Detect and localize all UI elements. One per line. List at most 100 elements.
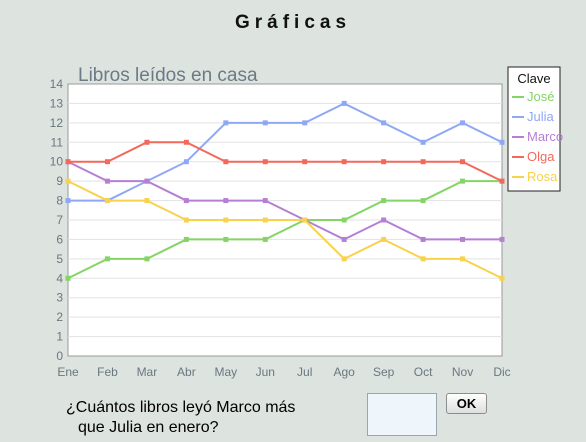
data-point (381, 159, 387, 165)
data-point (144, 178, 150, 184)
x-tick-label: Dic (493, 365, 510, 379)
legend-label: José (527, 89, 554, 104)
data-point (65, 159, 71, 165)
x-tick-label: Sep (373, 365, 395, 379)
y-tick-label: 14 (50, 77, 64, 91)
x-tick-label: Oct (414, 365, 433, 379)
data-point (381, 120, 387, 126)
y-tick-label: 9 (56, 174, 63, 188)
data-point (262, 159, 268, 165)
data-point (341, 256, 347, 262)
series-line (67, 160, 502, 241)
y-tick-label: 6 (56, 232, 63, 246)
chart-title: Libros leídos en casa (78, 65, 258, 86)
legend-label: Julia (527, 109, 555, 124)
data-point (381, 236, 387, 242)
y-tick-label: 11 (51, 135, 64, 149)
data-point (183, 217, 189, 223)
data-point (420, 198, 426, 204)
x-tick-label: Feb (97, 365, 118, 379)
y-tick-label: 4 (56, 271, 63, 285)
data-point (460, 178, 466, 184)
data-point (223, 198, 229, 204)
data-point (420, 256, 426, 262)
x-tick-label: Ago (334, 365, 356, 379)
legend-box (507, 66, 561, 192)
data-point (499, 275, 505, 281)
data-point (381, 198, 387, 204)
legend-title: Clave (517, 71, 550, 86)
data-point (104, 178, 110, 184)
data-point (223, 120, 229, 126)
data-point (262, 198, 268, 204)
data-point (183, 198, 189, 204)
data-point (104, 256, 110, 262)
legend-label: Marco (527, 129, 563, 144)
y-tick-label: 12 (50, 116, 64, 130)
ok-button[interactable]: OK (446, 393, 487, 414)
y-tick-label: 10 (50, 155, 64, 169)
data-point (460, 256, 466, 262)
x-tick-label: May (214, 365, 237, 379)
series-line (68, 102, 503, 202)
y-tick-label: 7 (56, 213, 63, 227)
x-tick-label: Mar (137, 365, 158, 379)
data-point (65, 275, 71, 281)
data-point (341, 100, 347, 106)
data-point (302, 120, 308, 126)
legend-label: Rosa (527, 169, 558, 184)
data-point (460, 236, 466, 242)
data-point (183, 159, 189, 165)
data-point (183, 236, 189, 242)
x-tick-label: Abr (177, 365, 196, 379)
y-tick-label: 1 (56, 330, 63, 344)
x-tick-label: Ene (57, 365, 79, 379)
x-tick-label: Jun (256, 365, 275, 379)
y-tick-label: 2 (56, 310, 63, 324)
y-tick-label: 13 (50, 96, 64, 110)
data-point (223, 217, 229, 223)
page-title: Gráficas (234, 12, 352, 33)
data-point (223, 236, 229, 242)
y-tick-label: 8 (56, 194, 63, 208)
question-text: ¿Cuántos libros leyó Marco más que Julia… (66, 398, 366, 438)
data-point (499, 236, 505, 242)
answer-input[interactable] (367, 393, 437, 436)
data-point (104, 198, 110, 204)
data-point (499, 178, 505, 184)
y-tick-label: 3 (56, 291, 63, 305)
legend-label: Olga (527, 149, 555, 164)
data-point (223, 159, 229, 165)
data-point (420, 139, 426, 145)
data-point (262, 236, 268, 242)
question-line-2: que Julia en enero? (78, 419, 219, 436)
data-point (302, 217, 308, 223)
data-point (420, 159, 426, 165)
data-point (183, 139, 189, 145)
data-point (381, 217, 387, 223)
data-point (341, 217, 347, 223)
data-point (104, 159, 110, 165)
y-tick-label: 5 (56, 252, 63, 266)
data-point (499, 139, 505, 145)
y-tick-label: 0 (56, 349, 63, 363)
data-point (144, 256, 150, 262)
data-point (144, 198, 150, 204)
data-point (262, 217, 268, 223)
data-point (302, 159, 308, 165)
x-tick-label: Nov (452, 365, 473, 379)
data-point (262, 120, 268, 126)
series-line (67, 180, 502, 280)
data-point (65, 198, 71, 204)
question-line-1: ¿Cuántos libros leyó Marco más (66, 399, 296, 416)
series-line (67, 180, 503, 280)
x-tick-label: Jul (297, 365, 312, 379)
data-point (341, 159, 347, 165)
data-point (460, 120, 466, 126)
data-point (460, 159, 466, 165)
data-point (420, 236, 426, 242)
data-point (144, 139, 150, 145)
series-line (68, 141, 503, 183)
data-point (341, 236, 347, 242)
